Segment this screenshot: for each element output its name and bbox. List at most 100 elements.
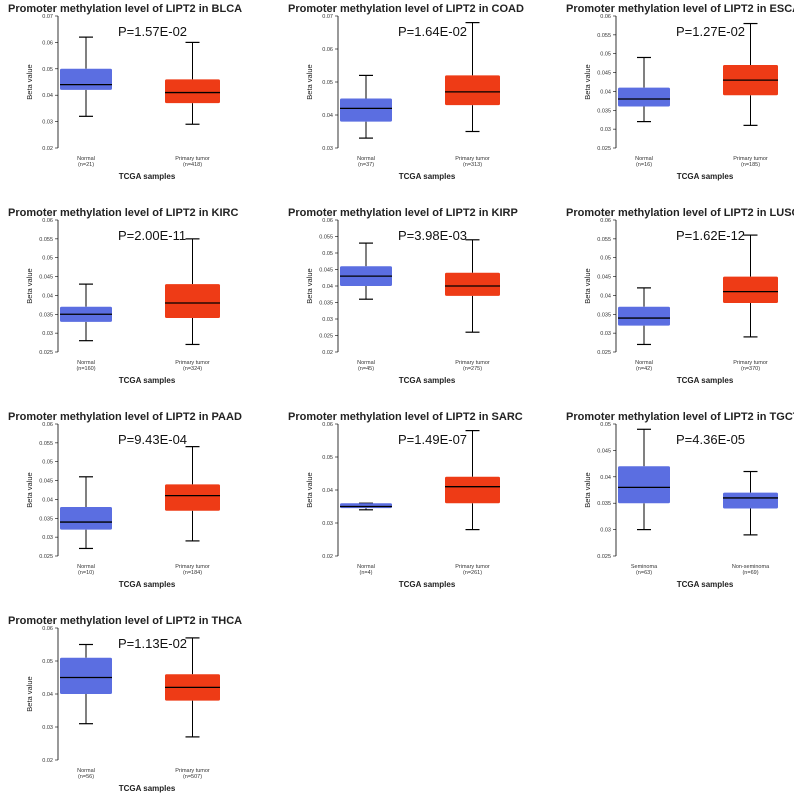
y-tick-label: 0.03 [42,535,53,541]
group-count-label: (n=45) [358,366,374,372]
y-tick-label: 0.045 [39,479,53,485]
box-first [340,74,392,139]
y-tick-label: 0.04 [322,113,333,119]
y-tick-label: 0.055 [39,237,53,243]
y-axis-label: Beta value [583,64,592,99]
chart-title: Promoter methylation level of LIPT2 in T… [8,615,242,627]
chart-title: Promoter methylation level of LIPT2 in L… [566,207,794,219]
group-label: Primary tumor [455,564,490,570]
y-axis-label: Beta value [305,64,314,99]
y-tick-label: 0.06 [322,422,333,428]
y-axis-label: Beta value [583,268,592,303]
p-value-label: P=9.43E-04 [118,432,187,447]
y-tick-label: 0.05 [322,455,333,461]
y-tick-label: 0.03 [600,331,611,337]
box-iqr [60,68,112,90]
y-tick-label: 0.055 [597,237,611,243]
x-axis-label: TCGA samples [119,376,176,385]
box-iqr [445,476,500,504]
y-tick-label: 0.05 [42,67,53,73]
group-label: Normal [77,156,95,162]
y-tick-label: 0.07 [42,14,53,20]
box-iqr [165,79,220,104]
group-count-label: (n=4) [360,570,373,576]
y-tick-label: 0.04 [42,93,53,99]
y-tick-label: 0.035 [319,301,333,307]
box-first [60,476,112,550]
group-count-label: (n=370) [741,366,760,372]
box-second [723,22,778,126]
y-tick-label: 0.045 [319,268,333,274]
y-axis-label: Beta value [25,676,34,711]
group-label: Normal [357,156,375,162]
y-tick-label: 0.02 [42,146,53,152]
boxplot-svg: Promoter methylation level of LIPT2 in K… [8,207,238,385]
boxplot-panel: Promoter methylation level of LIPT2 in K… [0,204,264,404]
boxplot-svg: Promoter methylation level of LIPT2 in C… [288,3,524,181]
y-tick-label: 0.035 [39,312,53,318]
group-count-label: (n=275) [463,366,482,372]
p-value-label: P=1.64E-02 [398,24,467,39]
y-tick-label: 0.07 [322,14,333,20]
group-label: Normal [77,564,95,570]
chart-title: Promoter methylation level of LIPT2 in B… [8,3,242,15]
group-count-label: (n=16) [636,162,652,168]
box-first [60,36,112,117]
y-tick-label: 0.035 [39,516,53,522]
boxplot-panel: Promoter methylation level of LIPT2 in T… [0,612,264,812]
y-tick-label: 0.06 [42,218,53,224]
group-label: Normal [77,768,95,774]
group-count-label: (n=313) [463,162,482,168]
x-axis-label: TCGA samples [677,376,734,385]
y-axis-label: Beta value [583,472,592,507]
y-tick-label: 0.03 [600,528,611,534]
boxplot-panel: Promoter methylation level of LIPT2 in B… [0,0,264,200]
box-iqr [60,657,112,694]
box-second [445,430,500,531]
boxplot-svg: Promoter methylation level of LIPT2 in T… [8,615,242,793]
boxplot-svg: Promoter methylation level of LIPT2 in S… [288,411,523,589]
box-iqr [60,506,112,530]
y-tick-label: 0.05 [322,80,333,86]
boxplot-panel: Promoter methylation level of LIPT2 in L… [558,204,794,404]
group-label: Normal [77,360,95,366]
chart-title: Promoter methylation level of LIPT2 in P… [8,411,242,423]
box-second [723,234,778,338]
x-axis-label: TCGA samples [399,376,456,385]
group-label: Normal [635,156,653,162]
chart-title: Promoter methylation level of LIPT2 in K… [288,207,518,219]
y-tick-label: 0.03 [322,146,333,152]
box-iqr [723,276,778,303]
y-tick-label: 0.03 [42,331,53,337]
boxplot-panel: Promoter methylation level of LIPT2 in C… [280,0,544,200]
y-tick-label: 0.04 [600,89,611,95]
p-value-label: P=1.27E-02 [676,24,745,39]
y-tick-label: 0.05 [42,659,53,665]
group-count-label: (n=185) [741,162,760,168]
box-iqr [165,284,220,319]
box-first [340,242,392,300]
box-second [723,470,778,536]
box-first [618,287,670,346]
group-label: Primary tumor [175,768,210,774]
group-label: Normal [357,360,375,366]
box-iqr [340,98,392,122]
y-tick-label: 0.055 [597,33,611,39]
y-tick-label: 0.03 [322,317,333,323]
p-value-label: P=1.49E-07 [398,432,467,447]
group-count-label: (n=37) [358,162,374,168]
x-axis-label: TCGA samples [677,172,734,181]
group-label: Primary tumor [733,156,768,162]
chart-title: Promoter methylation level of LIPT2 in T… [566,411,794,423]
group-count-label: (n=418) [183,162,202,168]
y-tick-label: 0.025 [39,554,53,560]
y-tick-label: 0.04 [42,692,53,698]
y-tick-label: 0.02 [42,758,53,764]
group-count-label: (n=56) [78,774,94,780]
y-tick-label: 0.03 [42,725,53,731]
y-tick-label: 0.045 [597,448,611,454]
boxplot-svg: Promoter methylation level of LIPT2 in L… [566,207,794,385]
group-count-label: (n=21) [78,162,94,168]
p-value-label: P=1.57E-02 [118,24,187,39]
box-iqr [723,492,778,509]
